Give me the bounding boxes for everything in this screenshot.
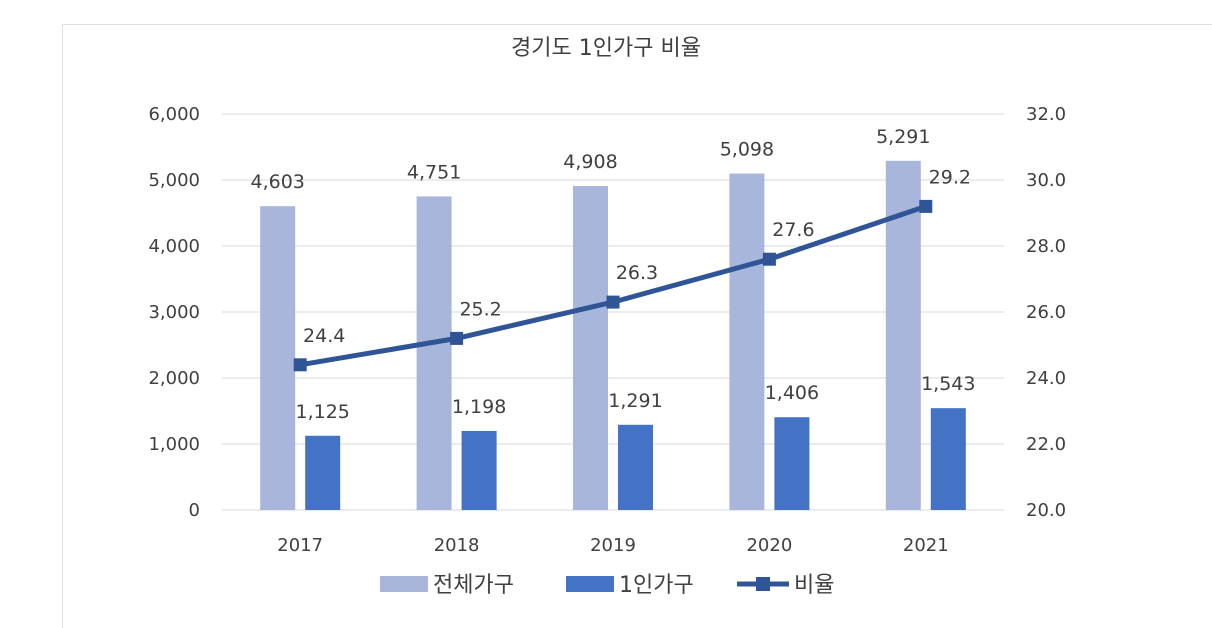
x-tick-label: 2017 (277, 535, 323, 556)
line-data-label: 29.2 (929, 166, 971, 188)
line-marker (293, 358, 307, 372)
y-left-tick-label: 1,000 (148, 434, 200, 455)
y-right-tick-label: 30.0 (1026, 170, 1066, 191)
y-right-tick-label: 22.0 (1026, 434, 1066, 455)
y-left-tick-label: 2,000 (148, 368, 200, 389)
bar-data-label: 1,291 (608, 390, 662, 412)
legend-label: 전체가구 (433, 573, 514, 598)
series-line (299, 204, 927, 368)
bar (461, 430, 497, 510)
chart-title: 경기도 1인가구 비율 (511, 36, 701, 61)
x-tick-label: 2018 (434, 535, 480, 556)
bar-data-label: 4,603 (250, 171, 304, 193)
y-right-tick-label: 28.0 (1026, 236, 1066, 257)
bar-data-label: 5,098 (720, 139, 774, 161)
bar-data-label: 5,291 (876, 126, 930, 148)
bar (618, 424, 653, 510)
line-data-label: 27.6 (772, 219, 814, 241)
legend-label: 비율 (794, 573, 834, 598)
bar (729, 173, 765, 511)
y-left-tick-label: 0 (189, 500, 200, 521)
y-left-tick-label: 6,000 (148, 104, 200, 125)
bar (774, 417, 810, 510)
legend-swatch (566, 576, 614, 592)
line-marker (919, 199, 933, 213)
bar-data-label: 1,125 (295, 401, 349, 423)
chart-frame-top (62, 24, 1212, 25)
line-data-label: 24.4 (303, 325, 345, 347)
bar-data-label: 4,908 (563, 151, 617, 173)
y-right-tick-label: 20.0 (1026, 500, 1066, 521)
y-left-tick-label: 4,000 (148, 236, 200, 257)
y-right-tick-label: 32.0 (1026, 104, 1066, 125)
bar (416, 196, 452, 510)
x-tick-label: 2019 (590, 535, 636, 556)
y-right-tick-label: 26.0 (1026, 302, 1066, 323)
line-data-label: 25.2 (459, 298, 501, 320)
x-tick-label: 2021 (903, 535, 949, 556)
bar-data-label: 1,198 (452, 396, 506, 418)
line-marker (450, 331, 464, 345)
legend-swatch (380, 576, 428, 592)
y-left-tick-label: 5,000 (148, 170, 200, 191)
line-data-label: 26.3 (616, 262, 658, 284)
chart-frame-left (62, 24, 63, 628)
y-right-tick-label: 24.0 (1026, 368, 1066, 389)
bar-data-label: 4,751 (407, 161, 461, 183)
x-tick-label: 2020 (746, 535, 792, 556)
y-left-tick-label: 3,000 (148, 302, 200, 323)
bar-data-label: 1,406 (765, 382, 819, 404)
legend-label: 1인가구 (619, 573, 694, 598)
bar (260, 206, 296, 510)
legend-marker (756, 577, 770, 591)
bar (573, 186, 608, 510)
bar (305, 435, 341, 510)
line-marker (606, 295, 620, 309)
line-marker (762, 252, 776, 266)
bar (930, 408, 966, 510)
bar-data-label: 1,543 (921, 373, 975, 395)
